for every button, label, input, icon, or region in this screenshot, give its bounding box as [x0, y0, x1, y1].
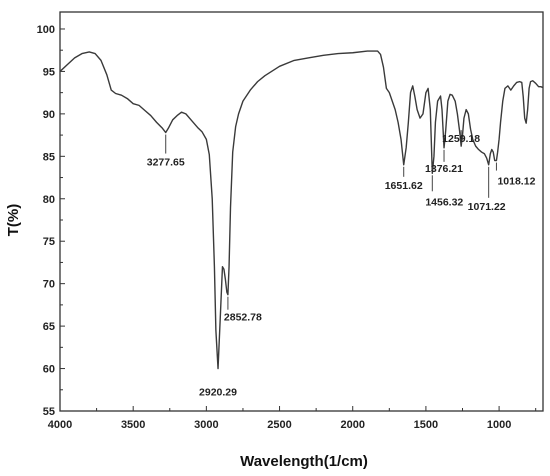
y-axis-title: T(%) [5, 204, 22, 237]
y-tick-label: 65 [43, 321, 55, 333]
peak-label: 2852.78 [224, 312, 262, 324]
peak-label: 1456.32 [425, 196, 463, 208]
x-tick-label: 1500 [414, 419, 438, 431]
y-tick-label: 75 [43, 236, 55, 248]
y-tick-label: 80 [43, 194, 55, 206]
y-tick-label: 70 [43, 279, 55, 291]
x-tick-label: 4000 [48, 419, 72, 431]
x-tick-label: 3000 [194, 419, 218, 431]
y-tick-label: 85 [43, 151, 55, 163]
y-tick-label: 100 [37, 24, 55, 36]
x-tick-label: 3500 [121, 419, 145, 431]
x-tick-label: 2500 [267, 419, 291, 431]
peak-label: 1376.21 [425, 163, 463, 175]
x-tick-label: 2000 [340, 419, 364, 431]
x-tick-label: 1000 [487, 419, 511, 431]
peak-label: 2920.29 [199, 387, 237, 399]
y-tick-label: 95 [43, 66, 55, 78]
y-tick-label: 60 [43, 364, 55, 376]
y-tick-label: 55 [43, 406, 55, 418]
peak-label: 1071.22 [468, 201, 506, 213]
peak-label: 1651.62 [385, 180, 423, 192]
peak-label: 3277.65 [147, 157, 185, 169]
plot-area: 55 60 65 70 75 80 85 90 95 100 4000 3500 3000 2500 200… [37, 11, 544, 431]
y-tick-label: 90 [43, 109, 55, 121]
plot-frame [59, 11, 544, 412]
spectrum-line [59, 50, 544, 370]
peak-label: 1018.12 [497, 176, 535, 188]
peak-label: 1259.18 [442, 133, 480, 145]
x-axis-title: Wavelength(1/cm) [240, 453, 368, 470]
